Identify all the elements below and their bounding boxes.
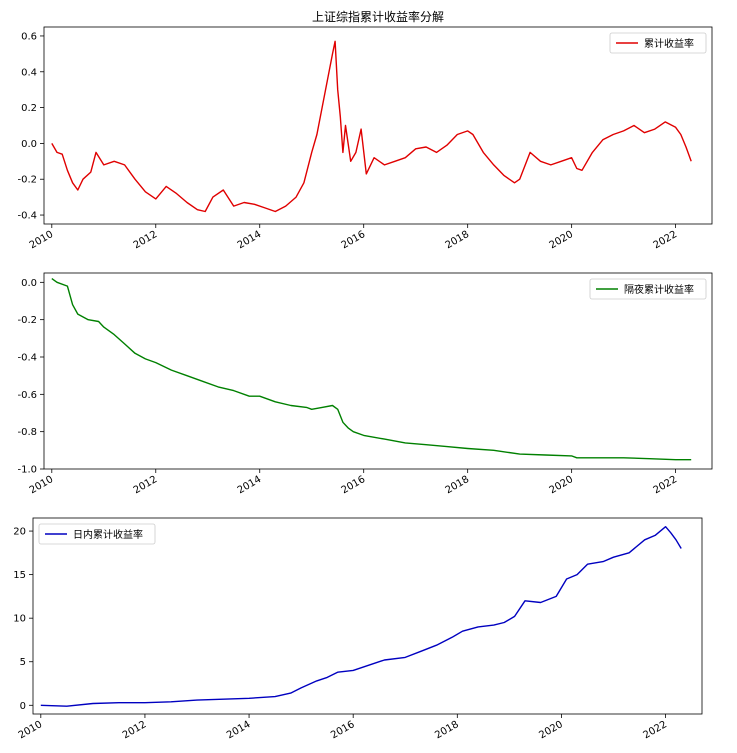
y-tick-label: 0.2 — [21, 103, 37, 114]
x-tick-label: 2010 — [17, 719, 45, 741]
y-tick-label: 0.0 — [21, 139, 37, 150]
x-tick-label: 2016 — [340, 474, 368, 496]
x-tick-label: 2022 — [652, 474, 680, 496]
x-tick-label: 2020 — [537, 719, 565, 741]
y-tick-label: -0.4 — [17, 211, 37, 222]
overnight-return-panel: -1.0 -0.8 -0.6 -0.4 -0.2 0.0 2010 2012 2014 2016 2… — [17, 272, 713, 496]
x-tick-label: 2014 — [236, 229, 264, 251]
y-tick-label: 20 — [13, 527, 26, 538]
x-tick-label: 2022 — [652, 229, 680, 251]
plot-frame — [32, 517, 703, 715]
x-tick-label: 2012 — [121, 719, 149, 741]
x-tick-label: 2014 — [236, 474, 264, 496]
plot-frame — [43, 26, 713, 225]
intraday-return-panel: 0 5 10 15 20 2010 2012 2014 2016 2018 2020 2022 日内累计… — [13, 517, 703, 741]
x-tick-label: 2010 — [28, 229, 56, 251]
series-line-2-0 — [40, 526, 682, 707]
x-tick-label: 2016 — [340, 229, 368, 251]
y-tick-label: 15 — [13, 570, 26, 581]
x-tick-label: 2020 — [548, 229, 576, 251]
y-tick-label: -0.2 — [17, 315, 37, 326]
legend-label: 隔夜累计收益率 — [624, 283, 694, 296]
legend-box — [589, 278, 707, 300]
y-tick-label: 0.0 — [21, 278, 37, 289]
y-tick-label: -0.6 — [17, 390, 37, 401]
x-tick-label: 2022 — [642, 719, 670, 741]
y-tick-label: 5 — [20, 657, 26, 668]
y-tick-label: 0.4 — [21, 67, 37, 78]
x-tick-label: 2014 — [225, 719, 253, 741]
x-tick-label: 2012 — [132, 229, 160, 251]
x-tick-label: 2018 — [444, 229, 472, 251]
legend-box — [38, 523, 156, 545]
y-tick-label: 0 — [20, 701, 26, 712]
x-tick-label: 2012 — [132, 474, 160, 496]
x-tick-label: 2018 — [444, 474, 472, 496]
chart-title: 上证综指累计收益率分解 — [312, 9, 444, 24]
y-tick-label: -0.8 — [17, 427, 37, 438]
y-tick-label: 10 — [13, 614, 26, 625]
y-tick-label: -1.0 — [17, 465, 37, 476]
plot-frame — [43, 272, 713, 470]
cumulative-return-panel: 上证综指累计收益率分解 -0.4 -0.2 0.0 0.2 0.4 0.6 2010 2012 2… — [17, 9, 713, 251]
legend-label: 累计收益率 — [644, 37, 694, 50]
y-tick-label: -0.2 — [17, 175, 37, 186]
x-tick-label: 2020 — [548, 474, 576, 496]
x-tick-label: 2016 — [329, 719, 357, 741]
y-tick-label: -0.4 — [17, 353, 37, 364]
series-line-1-0 — [51, 278, 692, 461]
series-line-0-0 — [51, 40, 692, 213]
x-tick-label: 2018 — [433, 719, 461, 741]
x-tick-label: 2010 — [28, 474, 56, 496]
y-tick-label: 0.6 — [21, 31, 37, 42]
legend-label: 日内累计收益率 — [73, 528, 143, 541]
legend-box — [609, 32, 707, 54]
